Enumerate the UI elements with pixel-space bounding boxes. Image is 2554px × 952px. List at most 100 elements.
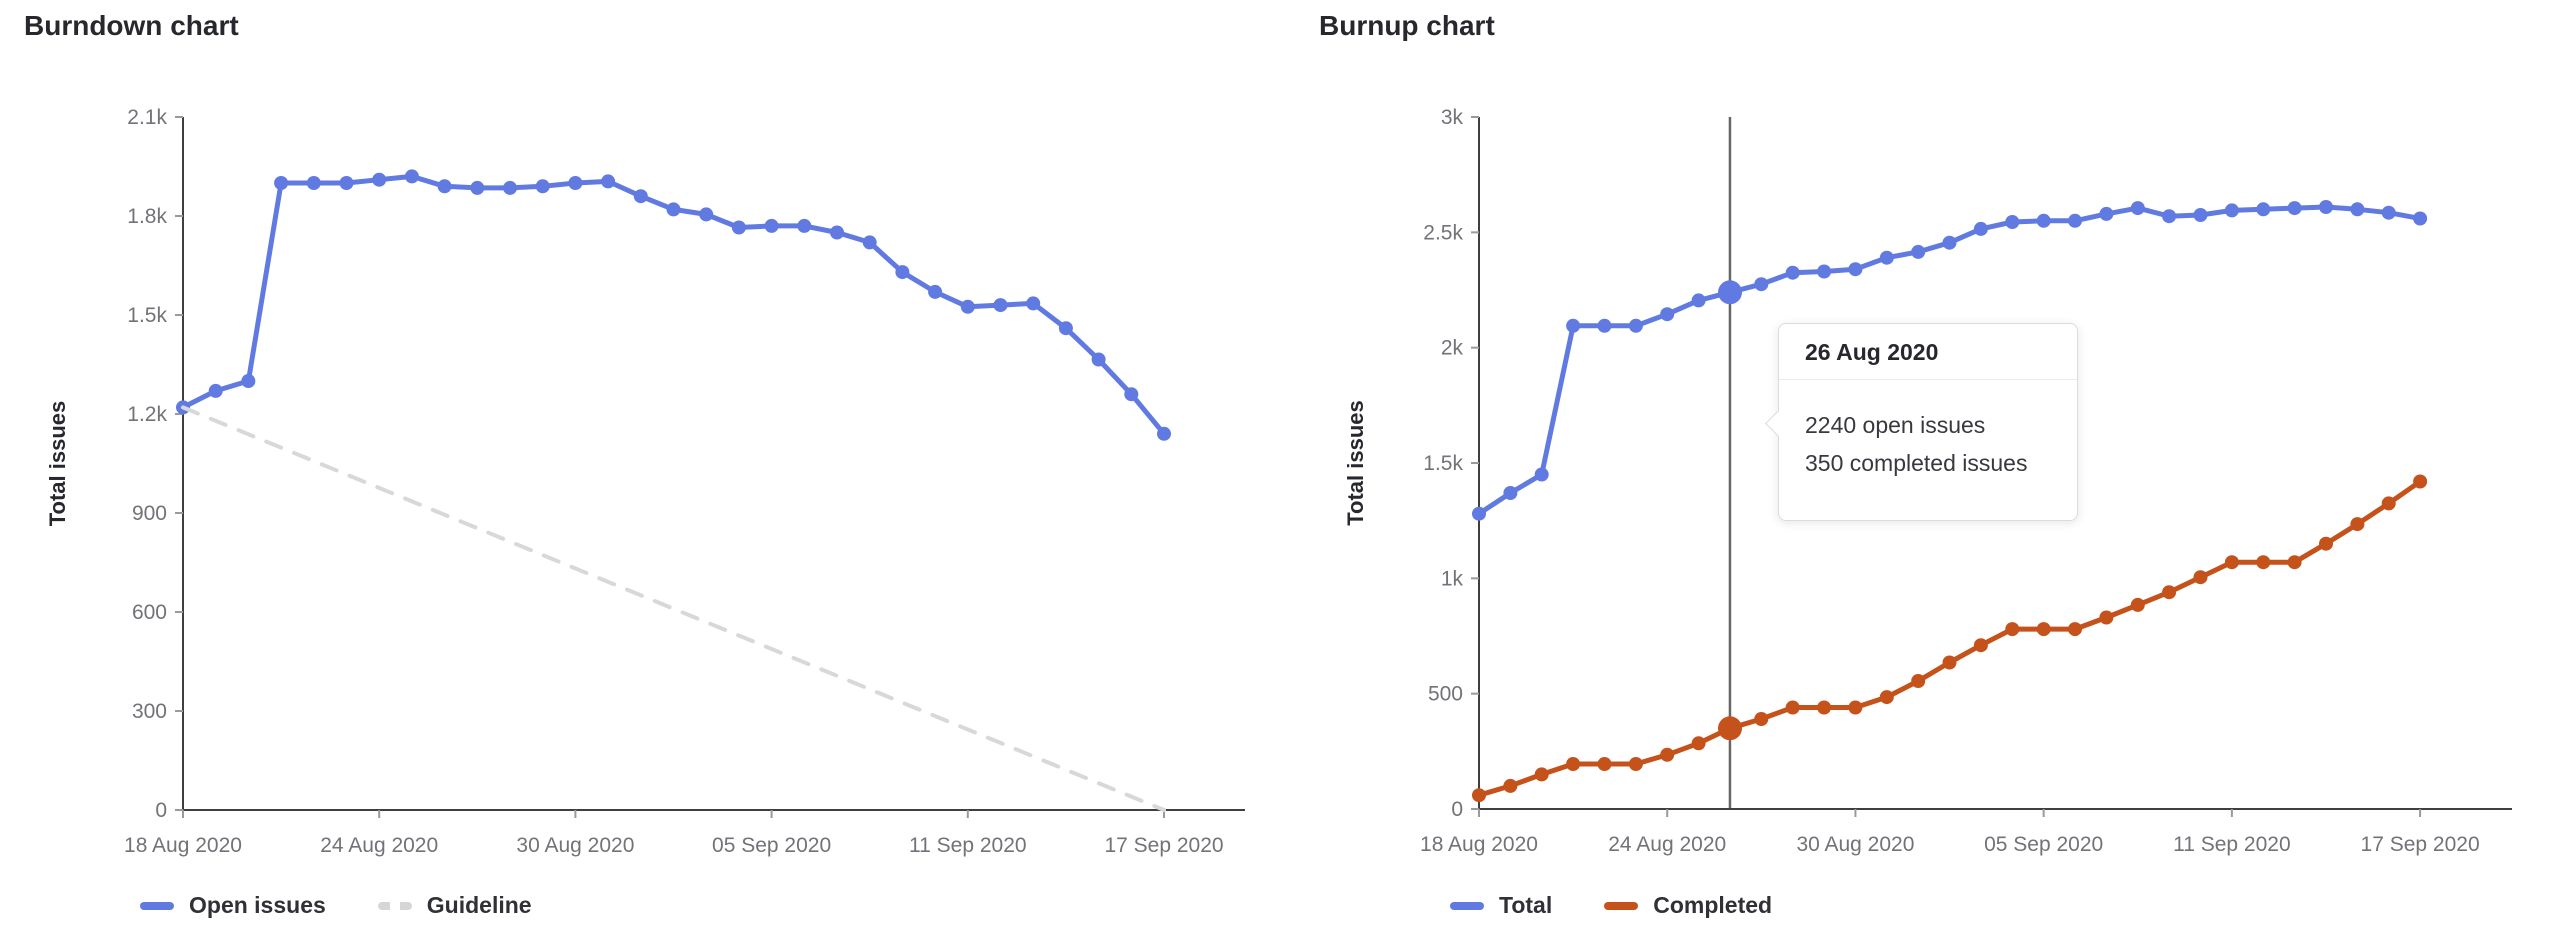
data-point[interactable] <box>1942 235 1957 250</box>
data-point[interactable] <box>1848 700 1863 715</box>
data-point[interactable] <box>1973 638 1988 653</box>
data-point[interactable] <box>2350 202 2365 217</box>
burndown-chart-canvas[interactable]: 2.1k 1.8k 1.5k 1.2k 900 600 300 0 18 Aug 2020 24 … <box>0 0 1277 952</box>
data-point[interactable] <box>2413 474 2428 489</box>
data-point[interactable] <box>208 383 223 398</box>
data-point[interactable] <box>2193 570 2208 585</box>
data-point[interactable] <box>830 225 844 240</box>
data-point[interactable] <box>1503 486 1518 500</box>
data-point[interactable] <box>1534 767 1549 782</box>
data-point[interactable] <box>1660 307 1675 322</box>
data-point[interactable] <box>1691 736 1706 751</box>
highlighted-data-point[interactable] <box>1718 716 1742 741</box>
tooltip-body: 2240 open issues 350 completed issues <box>1779 380 2077 482</box>
data-point[interactable] <box>437 179 452 194</box>
data-point[interactable] <box>568 176 583 190</box>
data-point[interactable] <box>1942 655 1957 670</box>
legend-item-guideline[interactable]: Guideline <box>377 892 532 919</box>
data-point[interactable] <box>503 180 517 195</box>
data-point[interactable] <box>274 176 289 190</box>
data-point[interactable] <box>2256 202 2271 217</box>
data-point[interactable] <box>1785 265 1800 280</box>
data-point[interactable] <box>797 218 812 233</box>
data-point[interactable] <box>2036 213 2051 228</box>
data-point[interactable] <box>928 284 943 299</box>
data-point[interactable] <box>535 179 550 194</box>
data-point[interactable] <box>1911 674 1926 688</box>
data-point[interactable] <box>2036 622 2051 637</box>
data-point[interactable] <box>372 172 387 187</box>
data-point[interactable] <box>633 189 648 204</box>
data-point[interactable] <box>1817 700 1832 715</box>
data-point[interactable] <box>1157 426 1171 441</box>
data-point[interactable] <box>1026 296 1041 311</box>
data-point[interactable] <box>1911 244 1926 259</box>
data-point[interactable] <box>1566 757 1581 771</box>
highlighted-data-point[interactable] <box>1718 280 1742 305</box>
data-point[interactable] <box>2287 201 2302 216</box>
data-point[interactable] <box>1754 712 1769 726</box>
data-point[interactable] <box>306 176 321 190</box>
data-point[interactable] <box>764 218 779 233</box>
data-point[interactable] <box>2193 208 2208 222</box>
data-point[interactable] <box>666 202 681 217</box>
data-point[interactable] <box>1848 262 1863 277</box>
data-point[interactable] <box>1091 352 1106 367</box>
data-point[interactable] <box>2224 555 2239 570</box>
data-point[interactable] <box>862 235 877 250</box>
data-point[interactable] <box>993 298 1008 313</box>
data-point[interactable] <box>1879 250 1894 265</box>
data-point[interactable] <box>2319 536 2333 551</box>
burndown-chart-title: Burndown chart <box>24 10 239 41</box>
data-point[interactable] <box>1660 747 1675 762</box>
data-point[interactable] <box>1566 318 1581 333</box>
data-point[interactable] <box>2413 211 2428 226</box>
data-point[interactable] <box>2224 203 2239 218</box>
data-point[interactable] <box>601 174 616 189</box>
data-point[interactable] <box>2005 622 2020 637</box>
data-point[interactable] <box>1597 318 1612 333</box>
data-point[interactable] <box>1597 757 1612 771</box>
data-point[interactable] <box>2381 205 2396 220</box>
data-point[interactable] <box>1472 788 1486 803</box>
data-point[interactable] <box>404 169 419 184</box>
data-point[interactable] <box>1628 318 1643 333</box>
data-point[interactable] <box>699 207 714 222</box>
data-point[interactable] <box>2068 622 2082 637</box>
data-point[interactable] <box>1124 387 1139 402</box>
data-point[interactable] <box>2130 597 2145 612</box>
data-point[interactable] <box>470 180 485 195</box>
data-point[interactable] <box>1817 264 1832 279</box>
data-point[interactable] <box>1785 700 1800 715</box>
data-point[interactable] <box>1472 506 1486 521</box>
data-point[interactable] <box>2099 610 2114 625</box>
data-point[interactable] <box>1503 778 1518 793</box>
data-point[interactable] <box>2099 206 2114 221</box>
data-point[interactable] <box>1691 293 1706 308</box>
data-point[interactable] <box>339 176 354 190</box>
data-point[interactable] <box>2162 585 2177 600</box>
data-point[interactable] <box>960 299 975 314</box>
data-point[interactable] <box>2162 209 2177 224</box>
data-point[interactable] <box>2319 200 2333 214</box>
legend-item-open-issues[interactable]: Open issues <box>140 892 326 919</box>
legend-item-completed[interactable]: Completed <box>1604 892 1772 919</box>
data-point[interactable] <box>2005 215 2020 229</box>
data-point[interactable] <box>2350 517 2365 532</box>
data-point[interactable] <box>241 374 256 388</box>
legend-item-total[interactable]: Total <box>1450 892 1552 919</box>
burnup-chart-canvas[interactable]: 3k 2.5k 2k 1.5k 1k 500 0 18 Aug 2020 24 Aug 2020… <box>1277 0 2554 952</box>
data-point[interactable] <box>1534 467 1549 482</box>
data-point[interactable] <box>1754 277 1769 292</box>
data-point[interactable] <box>1628 757 1643 771</box>
data-point[interactable] <box>1973 221 1988 236</box>
data-point[interactable] <box>1879 690 1894 705</box>
data-point[interactable] <box>2287 555 2302 570</box>
data-point[interactable] <box>2068 213 2082 228</box>
data-point[interactable] <box>1058 321 1073 336</box>
data-point[interactable] <box>2256 555 2271 570</box>
data-point[interactable] <box>895 265 910 280</box>
data-point[interactable] <box>2130 201 2145 216</box>
data-point[interactable] <box>2381 496 2396 511</box>
data-point[interactable] <box>731 220 746 235</box>
